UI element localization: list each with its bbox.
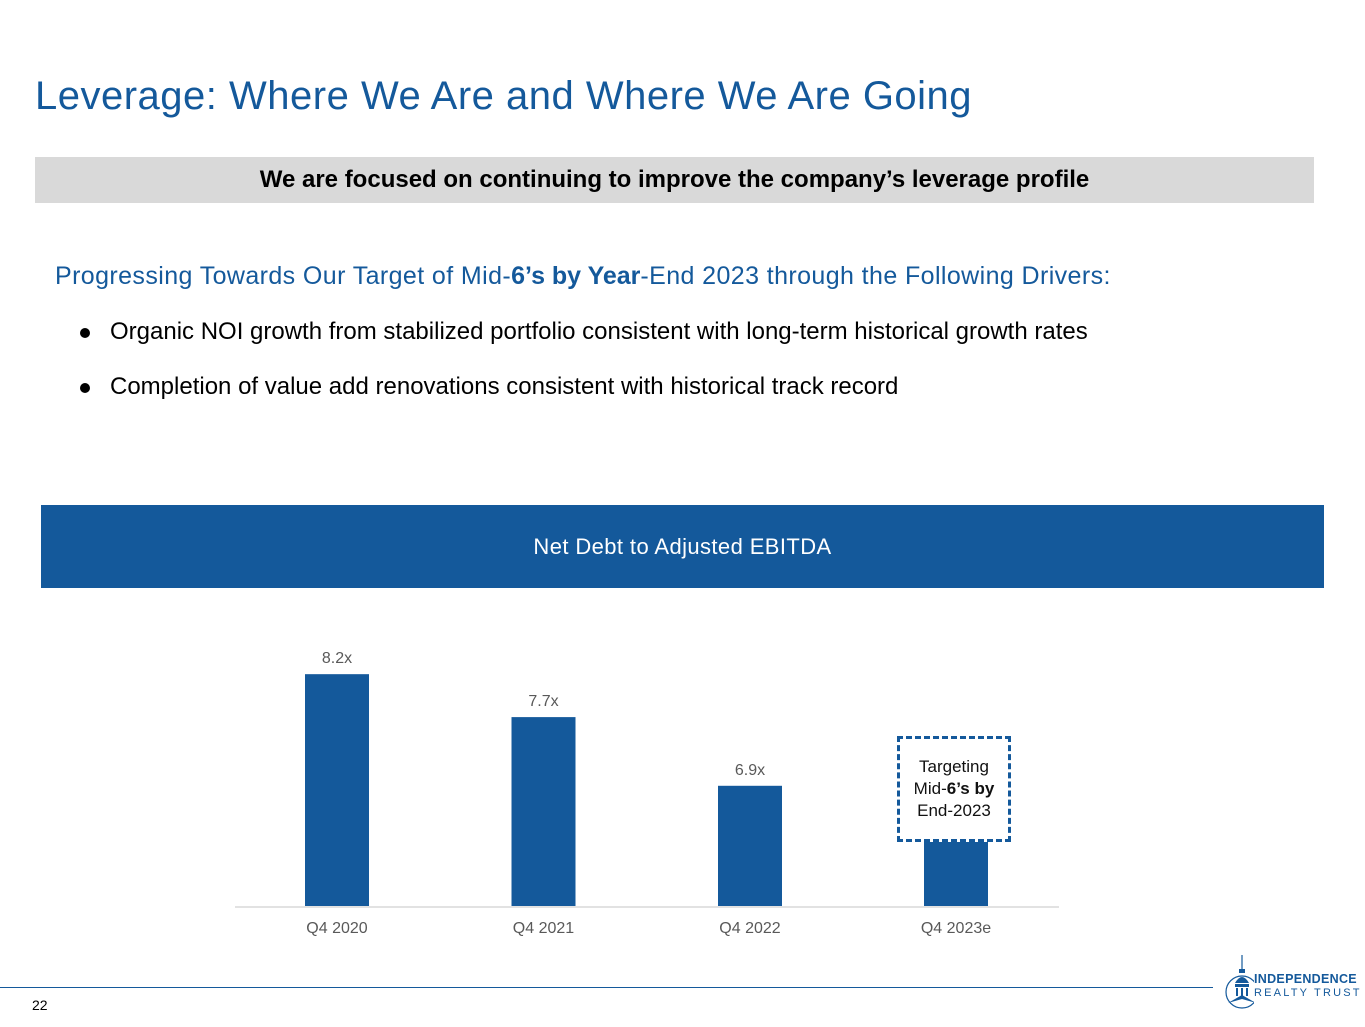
subhead-part-3: -End 2023 through the Following Drivers: (640, 262, 1111, 290)
footer-divider (0, 987, 1213, 988)
list-item: Completion of value add renovations cons… (78, 373, 1088, 428)
logo-line-2: REALTY TRUST (1254, 987, 1362, 999)
list-item: Organic NOI growth from stabilized portf… (78, 318, 1088, 373)
x-tick-label: Q4 2023e (921, 920, 991, 937)
bar-q4-2021 (511, 717, 576, 906)
data-label: 6.9x (735, 762, 765, 779)
bar-q4-2020 (305, 674, 369, 906)
data-label: 7.7x (528, 693, 558, 710)
subhead-part-2: 6’s by Year (511, 262, 641, 290)
page-title: Leverage: Where We Are and Where We Are … (35, 74, 973, 118)
page-number: 22 (32, 997, 48, 1013)
target-line-2: Mid-6’s by (914, 778, 995, 800)
chart-title: Net Debt to Adjusted EBITDA (41, 505, 1324, 588)
target-callout: Targeting Mid-6’s by End-2023 (897, 736, 1011, 842)
bar-q4-2022 (718, 785, 782, 906)
logo-line-1: INDEPENDENCE (1254, 972, 1357, 986)
drivers-list: Organic NOI growth from stabilized portf… (78, 318, 1088, 428)
x-tick-label: Q4 2021 (513, 920, 574, 937)
subhead-part-1: Progressing Towards Our Target of Mid- (55, 262, 512, 290)
company-logo: INDEPENDENCE REALTY TRUST (1224, 955, 1362, 1015)
key-message-banner: We are focused on continuing to improve … (35, 157, 1314, 203)
bar-chart: 8.2x Q4 2020 7.7x Q4 2021 6.9x Q4 2022 Q4 2023… (235, 650, 1059, 937)
target-line-3: End-2023 (917, 801, 991, 820)
target-line-2a: Mid- (913, 779, 947, 798)
target-line-2b: 6’s by (946, 779, 995, 798)
x-tick-label: Q4 2022 (719, 920, 780, 937)
data-label: 8.2x (322, 650, 352, 667)
x-tick-label: Q4 2020 (306, 920, 367, 937)
drivers-subheading: Progressing Towards Our Target of Mid-6’… (55, 262, 1111, 291)
capitol-dome-icon (1225, 955, 1259, 1009)
target-line-1: Targeting (919, 757, 989, 776)
